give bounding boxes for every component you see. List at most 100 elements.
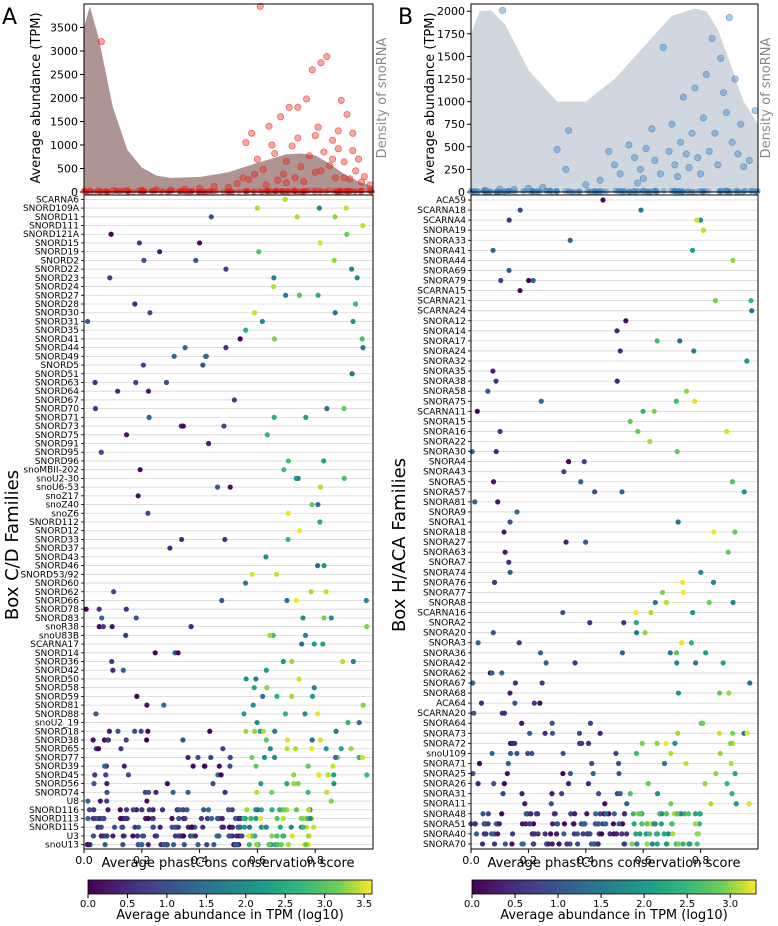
family-dot (91, 807, 97, 813)
family-label: SNORA27 (423, 538, 466, 548)
family-dot (491, 781, 497, 787)
family-dot (607, 831, 613, 837)
family-dot (694, 217, 700, 223)
family-dot (305, 763, 311, 769)
family-dot (631, 821, 637, 827)
abundance-point (504, 188, 511, 195)
abundance-point (665, 147, 673, 155)
family-label: SNORD50 (35, 675, 79, 685)
colorbar-tick-label: 1.0 (159, 899, 175, 910)
family-dot (317, 240, 323, 246)
family-dot (119, 824, 125, 830)
family-dot (150, 824, 156, 830)
family-dot (296, 528, 303, 534)
family-dot (694, 841, 700, 847)
family-dot (260, 693, 266, 700)
family-dot (300, 824, 306, 830)
family-dot (223, 345, 229, 351)
family-dot (507, 690, 513, 696)
family-label: SNORD71 (35, 413, 79, 423)
family-dots (468, 197, 755, 847)
family-dot (214, 484, 221, 490)
abundance-point (636, 165, 644, 173)
family-dot (651, 821, 657, 827)
family-label: SNORD43 (35, 553, 79, 563)
family-dot (702, 781, 708, 787)
family-dot (251, 685, 257, 691)
abundance-point (659, 43, 667, 51)
family-dot (629, 841, 635, 847)
x-axis-label: Average phastCons conservation score (101, 856, 354, 871)
family-label: SNORA48 (423, 810, 466, 820)
family-dot (253, 763, 259, 769)
family-label: SNORD27 (35, 291, 79, 301)
family-label: SNORD109A (23, 204, 80, 214)
abundance-point (116, 188, 123, 195)
family-dot (534, 811, 541, 817)
family-dot (214, 815, 221, 822)
family-dot (502, 841, 508, 847)
family-dot (246, 833, 252, 839)
abundance-point (244, 187, 251, 194)
abundance-point (694, 154, 702, 162)
abundance-point (323, 53, 331, 61)
family-dot (277, 807, 283, 813)
abundance-point (565, 188, 572, 195)
family-dot (716, 730, 722, 736)
family-label: SNORD81 (35, 701, 79, 711)
family-dot (512, 700, 518, 706)
family-dot (254, 789, 260, 795)
abundance-point (291, 187, 298, 194)
abundance-point (691, 84, 699, 92)
family-dot (304, 824, 310, 830)
abundance-point (596, 188, 603, 195)
abundance-point (639, 187, 646, 194)
family-dot (488, 831, 495, 837)
family-dot (108, 231, 114, 237)
abundance-point (290, 188, 297, 195)
family-dot (256, 249, 262, 255)
family-dot (517, 287, 523, 294)
family-label: SNORD11 (35, 213, 79, 223)
family-dot (644, 821, 650, 827)
family-label: SNORA9 (429, 508, 467, 518)
family-dot (280, 658, 286, 665)
abundance-point (714, 161, 722, 169)
family-label: SNORD42 (35, 666, 79, 676)
family-dot (572, 811, 578, 817)
family-dot (203, 353, 209, 359)
family-dot (602, 801, 608, 807)
abundance-point (725, 14, 733, 22)
family-dot (195, 842, 201, 848)
family-dot (269, 789, 275, 795)
family-label: SNORD14 (35, 649, 79, 659)
family-dot (648, 609, 654, 616)
abundance-point (282, 179, 290, 187)
family-dot (549, 841, 555, 847)
family-dot (688, 640, 695, 646)
family-dot (176, 807, 182, 813)
family-dot (233, 842, 239, 848)
abundance-point (186, 188, 193, 195)
family-dot (691, 348, 697, 354)
family-dot (473, 831, 480, 837)
family-dot (649, 841, 655, 847)
family-dot (188, 624, 194, 630)
family-label: SNORA41 (423, 246, 466, 256)
colorbar (87, 879, 373, 895)
family-dot (485, 388, 491, 394)
top-yticks: 0 250 500 750 1000 1250 1500 1750 2000 (437, 5, 471, 199)
family-dot (123, 807, 130, 813)
family-dot (249, 571, 255, 577)
family-label: SNORA1 (429, 518, 466, 528)
abundance-point (721, 187, 728, 194)
family-dot (560, 770, 566, 777)
family-dot (84, 318, 91, 325)
abundance-point (293, 188, 300, 195)
family-dot (92, 406, 99, 412)
family-dot (98, 824, 104, 830)
abundance-point (169, 187, 176, 194)
family-dot (674, 448, 680, 455)
family-label: SNORD73 (35, 422, 79, 432)
abundance-point (505, 188, 512, 195)
